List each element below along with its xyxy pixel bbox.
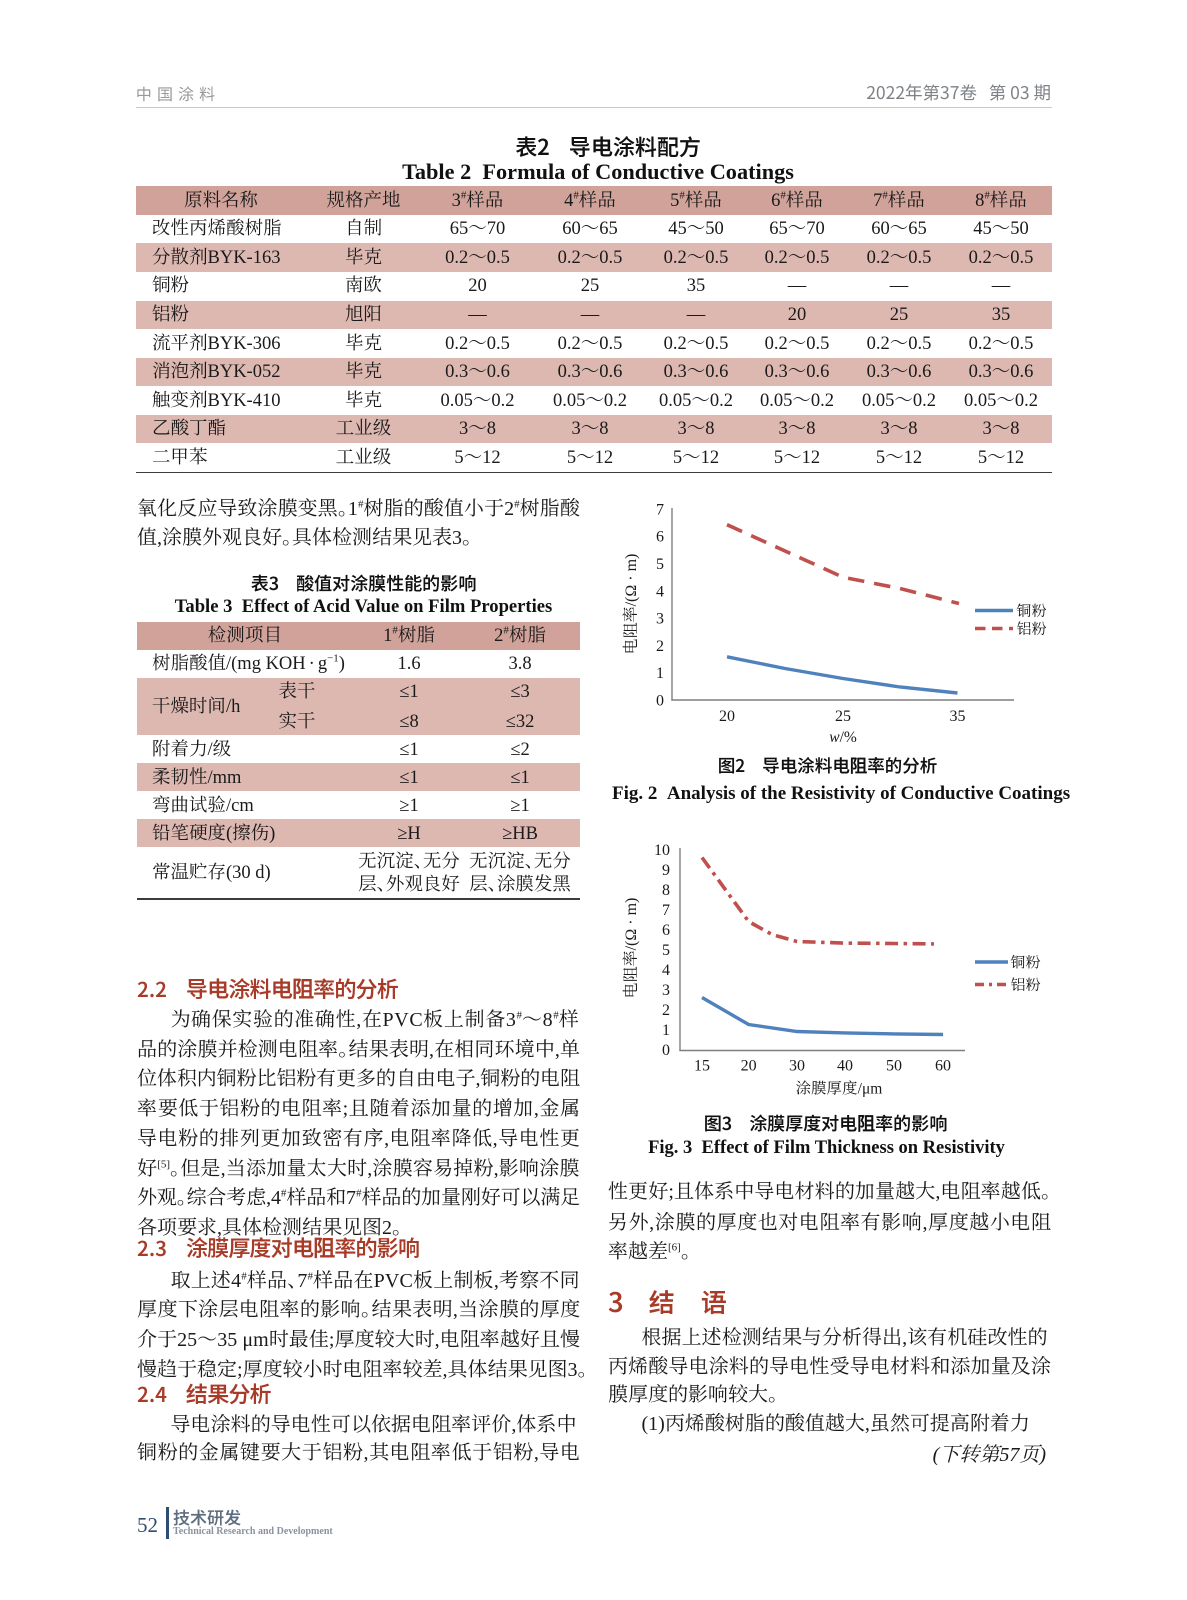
svg-text:5: 5 [662,942,670,959]
svg-text:30: 30 [789,1058,805,1075]
svg-text:涂膜厚度/μm: 涂膜厚度/μm [796,1080,883,1098]
svg-text:2: 2 [656,638,664,655]
svg-text:3: 3 [662,982,670,999]
svg-text:0: 0 [662,1042,670,1059]
svg-text:15: 15 [694,1058,710,1075]
svg-text:铝粉: 铝粉 [1017,621,1047,638]
svg-text:9: 9 [662,862,670,879]
svg-text:电阻率/(Ω · m): 电阻率/(Ω · m) [622,898,640,999]
svg-text:5: 5 [656,556,664,573]
svg-text:10: 10 [654,842,670,859]
svg-text:25: 25 [835,708,851,725]
svg-text:35: 35 [950,708,966,725]
svg-text:3: 3 [656,611,664,628]
svg-text:8: 8 [662,882,670,899]
svg-text:w/%: w/% [829,729,857,746]
svg-text:20: 20 [719,708,735,725]
svg-text:铝粉: 铝粉 [1011,977,1041,994]
svg-text:1: 1 [656,665,664,682]
svg-text:20: 20 [741,1058,757,1075]
svg-text:4: 4 [662,962,670,979]
svg-text:40: 40 [837,1058,853,1075]
svg-text:7: 7 [662,902,670,919]
svg-text:铜粉: 铜粉 [1011,955,1041,972]
svg-text:铜粉: 铜粉 [1017,603,1047,620]
svg-text:1: 1 [662,1022,670,1039]
svg-text:0: 0 [656,693,664,710]
svg-text:60: 60 [935,1058,951,1075]
svg-text:7: 7 [656,501,664,518]
svg-text:50: 50 [886,1058,902,1075]
svg-text:2: 2 [662,1002,670,1019]
svg-text:电阻率/(Ω · m): 电阻率/(Ω · m) [622,554,640,655]
svg-text:6: 6 [662,922,670,939]
svg-text:6: 6 [656,529,664,546]
svg-text:4: 4 [656,583,664,600]
